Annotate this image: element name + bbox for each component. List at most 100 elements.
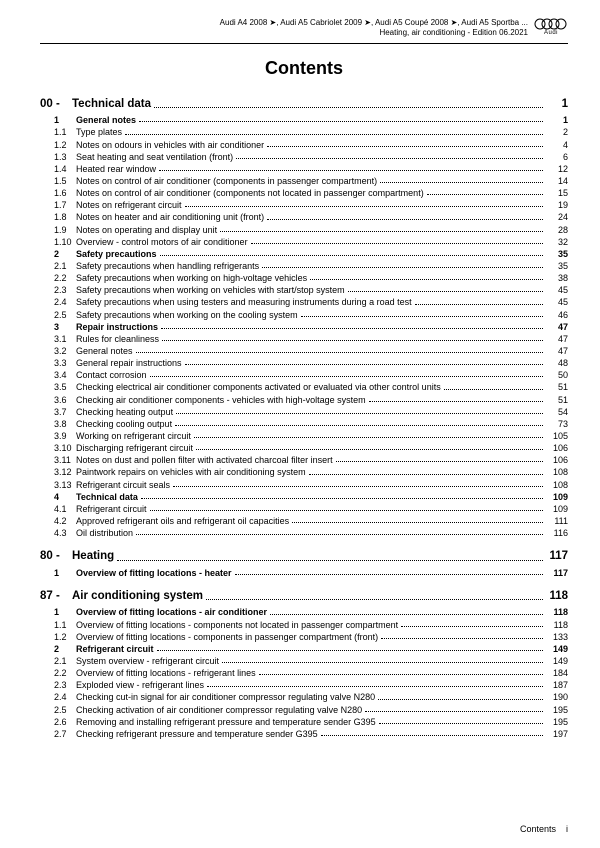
- entry-number: 2.2: [40, 272, 76, 284]
- entry-page: 47: [546, 321, 568, 333]
- leader-dots: [444, 389, 543, 390]
- entry-page: 118: [546, 606, 568, 618]
- entry-number: 3: [40, 321, 76, 333]
- entry-number: 3.9: [40, 430, 76, 442]
- leader-dots: [270, 614, 543, 615]
- entry-number: 4.2: [40, 515, 76, 527]
- entry-page: 19: [546, 199, 568, 211]
- section-title: Heating: [72, 549, 114, 565]
- entry-title: Overview of fitting locations - componen…: [76, 631, 378, 643]
- entry-number: 1.10: [40, 236, 76, 248]
- entry-title: Approved refrigerant oils and refrigeran…: [76, 515, 289, 527]
- entry-page: 32: [546, 236, 568, 248]
- toc-entry-row: 3.8Checking cooling output73: [40, 418, 568, 430]
- entry-page: 184: [546, 667, 568, 679]
- leader-dots: [415, 304, 543, 305]
- toc-entry-row: 2Safety precautions35: [40, 248, 568, 260]
- entry-title: Exploded view - refrigerant lines: [76, 679, 204, 691]
- entry-page: 73: [546, 418, 568, 430]
- leader-dots: [196, 449, 543, 450]
- entry-number: 1.1: [40, 619, 76, 631]
- entry-title: Oil distribution: [76, 527, 133, 539]
- entry-number: 3.4: [40, 369, 76, 381]
- entry-number: 2.3: [40, 284, 76, 296]
- logo-label: Audi: [534, 30, 568, 38]
- entry-number: 3.12: [40, 466, 76, 478]
- leader-dots: [207, 686, 543, 687]
- toc-entry-row: 3.6Checking air conditioner components -…: [40, 394, 568, 406]
- leader-dots: [378, 699, 543, 700]
- entry-title: Notes on refrigerant circuit: [76, 199, 182, 211]
- entry-page: 24: [546, 211, 568, 223]
- leader-dots: [154, 107, 543, 108]
- entry-number: 1.5: [40, 175, 76, 187]
- footer-label: Contents: [520, 824, 556, 834]
- toc-entry-row: 1.4Heated rear window12: [40, 163, 568, 175]
- toc-entry-row: 3.4Contact corrosion 50: [40, 369, 568, 381]
- leader-dots: [136, 352, 543, 353]
- entry-number: 1: [40, 606, 76, 618]
- entry-title: Checking cooling output: [76, 418, 172, 430]
- entry-page: 187: [546, 679, 568, 691]
- entry-title: Checking heating output: [76, 406, 173, 418]
- entry-page: 28: [546, 224, 568, 236]
- entry-title: Checking refrigerant pressure and temper…: [76, 728, 318, 740]
- entry-title: System overview - refrigerant circuit: [76, 655, 219, 667]
- entry-number: 4: [40, 491, 76, 503]
- header-line-2: Heating, air conditioning - Edition 06.2…: [220, 28, 528, 38]
- leader-dots: [259, 674, 543, 675]
- toc-entry-row: 1.9Notes on operating and display unit28: [40, 224, 568, 236]
- entry-title: Notes on control of air conditioner (com…: [76, 175, 377, 187]
- leader-dots: [139, 121, 543, 122]
- toc-entry-row: 3.13Refrigerant circuit seals108: [40, 479, 568, 491]
- page-header: Audi A4 2008 ➤, Audi A5 Cabriolet 2009 ➤…: [40, 18, 568, 39]
- entry-page: 35: [546, 260, 568, 272]
- header-divider: [40, 43, 568, 44]
- entry-number: 2: [40, 248, 76, 260]
- entry-page: 51: [546, 381, 568, 393]
- toc-entry-row: 1General notes1: [40, 114, 568, 126]
- entry-title: Type plates: [76, 126, 122, 138]
- leader-dots: [380, 182, 543, 183]
- entry-title: Seat heating and seat ventilation (front…: [76, 151, 233, 163]
- entry-page: 106: [546, 442, 568, 454]
- entry-page: 47: [546, 333, 568, 345]
- entry-page: 51: [546, 394, 568, 406]
- entry-title: Contact corrosion: [76, 369, 147, 381]
- entry-number: 2.4: [40, 691, 76, 703]
- toc-entry-row: 1Overview of fitting locations - air con…: [40, 606, 568, 618]
- leader-dots: [236, 158, 543, 159]
- entry-number: 3.10: [40, 442, 76, 454]
- section-title: Technical data: [72, 97, 151, 113]
- entry-page: 50: [546, 369, 568, 381]
- toc-entry-row: 2.3Safety precautions when working on ve…: [40, 284, 568, 296]
- entry-number: 3.2: [40, 345, 76, 357]
- entry-number: 2.2: [40, 667, 76, 679]
- entry-number: 2: [40, 643, 76, 655]
- entry-title: Overview of fitting locations - componen…: [76, 619, 398, 631]
- leader-dots: [136, 534, 543, 535]
- leader-dots: [176, 413, 543, 414]
- entry-page: 12: [546, 163, 568, 175]
- entry-title: General notes: [76, 345, 133, 357]
- entry-page: 118: [546, 619, 568, 631]
- leader-dots: [310, 279, 543, 280]
- entry-title: Repair instructions: [76, 321, 158, 333]
- toc-entry-row: 1.8Notes on heater and air conditioning …: [40, 211, 568, 223]
- leader-dots: [292, 522, 543, 523]
- entry-page: 197: [546, 728, 568, 740]
- leader-dots: [185, 206, 543, 207]
- section-title: Air conditioning system: [72, 589, 203, 605]
- entry-title: Checking cut-in signal for air condition…: [76, 691, 375, 703]
- entry-number: 1.6: [40, 187, 76, 199]
- toc-entry-row: 2Refrigerant circuit149: [40, 643, 568, 655]
- toc-entry-row: 1.3Seat heating and seat ventilation (fr…: [40, 151, 568, 163]
- toc-entry-row: 3.1Rules for cleanliness47: [40, 333, 568, 345]
- entry-number: 1.8: [40, 211, 76, 223]
- entry-title: Checking air conditioner components - ve…: [76, 394, 366, 406]
- toc-section-row: 00 -Technical data1: [40, 97, 568, 113]
- page-footer: Contents i: [520, 824, 568, 834]
- leader-dots: [173, 486, 543, 487]
- entry-title: Rules for cleanliness: [76, 333, 159, 345]
- entry-title: Notes on control of air conditioner (com…: [76, 187, 424, 199]
